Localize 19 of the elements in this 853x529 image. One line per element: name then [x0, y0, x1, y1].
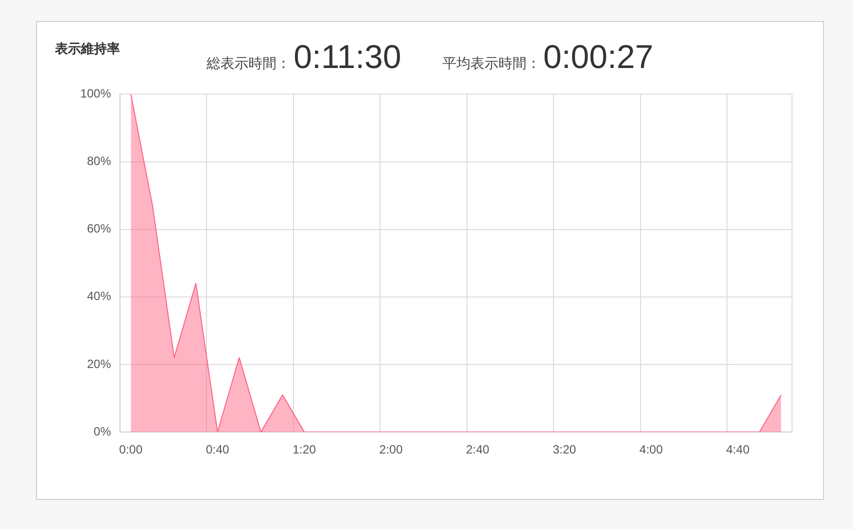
x-tick-label: 2:00: [379, 442, 403, 457]
y-tick-label: 0%: [94, 424, 112, 438]
x-tick-label: 3:20: [552, 442, 576, 457]
chart-title: 表示維持率: [55, 40, 120, 58]
text: 総表示時間：: [206, 55, 291, 73]
x-tick-label: 1:20: [292, 442, 316, 457]
x-tick-label: 0:00: [119, 442, 143, 457]
text: 平均表示時間：: [442, 55, 540, 73]
text: 0:00:27: [543, 38, 654, 76]
y-tick-label: 40%: [86, 289, 112, 304]
y-tick-label: 20%: [86, 356, 112, 371]
y-tick-label: 100%: [80, 86, 112, 101]
x-tick-label: 4:40: [726, 442, 750, 457]
x-tick-label: 4:00: [639, 442, 664, 457]
y-tick-label: 60%: [86, 222, 112, 236]
x-tick-label: 2:40: [466, 442, 490, 457]
x-tick-label: 0:40: [206, 442, 230, 457]
text: 0:11:30: [294, 38, 402, 76]
y-tick-label: 80%: [86, 154, 112, 168]
